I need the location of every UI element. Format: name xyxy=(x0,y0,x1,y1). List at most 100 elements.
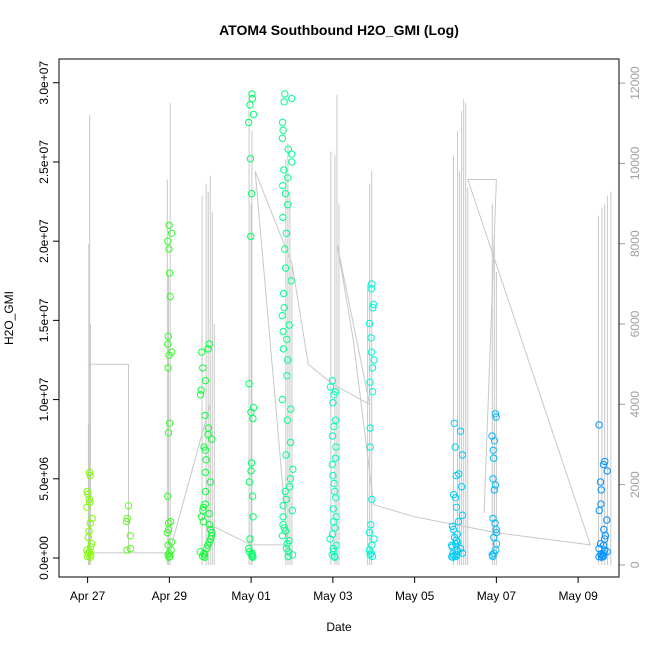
data-point xyxy=(201,411,209,420)
data-point xyxy=(280,166,288,174)
data-point xyxy=(197,513,206,521)
data-point xyxy=(204,430,212,439)
data-point xyxy=(204,541,212,549)
plot-frame xyxy=(58,58,620,578)
data-point xyxy=(367,285,376,293)
data-point xyxy=(331,524,339,532)
secondary-track-line xyxy=(87,171,592,554)
data-point xyxy=(126,544,135,553)
data-point xyxy=(365,528,374,537)
data-point xyxy=(205,521,214,529)
data-point xyxy=(448,522,457,530)
data-point xyxy=(454,517,463,526)
data-point xyxy=(284,145,292,154)
data-point xyxy=(163,528,172,537)
data-point xyxy=(454,538,462,546)
data-point xyxy=(206,478,215,486)
data-point xyxy=(456,427,465,435)
y2-tick-label: 10000 xyxy=(628,146,642,180)
x-tick-label: May 07 xyxy=(477,589,517,603)
data-point xyxy=(279,502,287,510)
data-point xyxy=(450,419,458,427)
data-point xyxy=(164,237,172,245)
data-point xyxy=(278,395,286,404)
data-point xyxy=(365,319,374,328)
data-point xyxy=(452,503,461,511)
x-tick-label: May 09 xyxy=(558,589,598,603)
data-point xyxy=(370,535,378,543)
data-point xyxy=(368,495,376,504)
data-point xyxy=(595,553,603,561)
data-point xyxy=(283,335,291,344)
data-point xyxy=(280,98,288,106)
data-point xyxy=(332,513,340,521)
data-point xyxy=(205,340,214,348)
data-point xyxy=(288,551,297,559)
data-point xyxy=(86,471,94,480)
data-point xyxy=(201,376,210,385)
data-point xyxy=(284,356,292,364)
data-point xyxy=(366,424,374,432)
y-tick-label: 1.0e+07 xyxy=(37,377,51,421)
data-point xyxy=(164,492,172,500)
data-point xyxy=(165,553,173,561)
data-point xyxy=(246,535,254,543)
y-tick-label: 1.5e+07 xyxy=(37,298,51,342)
data-point xyxy=(278,311,286,320)
data-point xyxy=(331,454,340,462)
data-point xyxy=(285,321,293,329)
data-point xyxy=(279,345,288,353)
data-point xyxy=(451,443,459,451)
data-point xyxy=(245,118,253,127)
data-point xyxy=(199,364,207,372)
data-point xyxy=(249,513,257,521)
y-axis-label: H2O_GMI xyxy=(2,291,16,345)
data-point xyxy=(603,516,611,524)
data-point xyxy=(599,460,608,469)
data-point xyxy=(199,503,208,511)
data-point xyxy=(367,549,375,557)
data-point xyxy=(278,532,287,540)
data-point xyxy=(452,471,460,480)
data-point xyxy=(279,213,287,222)
x-tick-label: Apr 29 xyxy=(152,589,188,603)
data-point xyxy=(367,334,375,342)
data-point xyxy=(369,300,378,309)
data-point xyxy=(249,110,258,119)
data-point xyxy=(368,388,377,396)
data-point xyxy=(451,494,460,502)
data-point xyxy=(86,519,94,527)
data-point xyxy=(279,126,287,135)
data-point xyxy=(248,94,257,103)
data-point xyxy=(597,486,605,494)
data-point xyxy=(164,429,173,437)
data-point xyxy=(202,456,210,464)
data-point xyxy=(167,229,176,238)
data-point xyxy=(326,383,335,391)
data-point xyxy=(165,245,173,253)
data-point xyxy=(165,419,174,427)
y2-tick-label: 12000 xyxy=(628,66,642,100)
data-point xyxy=(124,502,133,510)
x-tick-label: Apr 27 xyxy=(70,589,106,603)
data-point xyxy=(492,413,500,421)
data-point xyxy=(247,467,255,475)
primary-series-layer xyxy=(83,90,611,561)
data-point xyxy=(329,471,337,480)
data-point xyxy=(248,492,257,500)
data-point xyxy=(282,451,290,459)
data-point xyxy=(603,467,611,475)
data-point xyxy=(288,506,296,515)
data-point xyxy=(279,182,287,190)
data-point xyxy=(196,391,205,399)
data-point xyxy=(164,340,172,348)
data-point xyxy=(281,487,289,496)
data-point xyxy=(245,380,253,388)
y2-tick-label: 4000 xyxy=(628,391,642,418)
data-point xyxy=(491,481,500,489)
data-point xyxy=(489,514,497,523)
data-point xyxy=(458,451,467,459)
data-point xyxy=(370,356,378,364)
y2-tick-label: 2000 xyxy=(628,471,642,498)
